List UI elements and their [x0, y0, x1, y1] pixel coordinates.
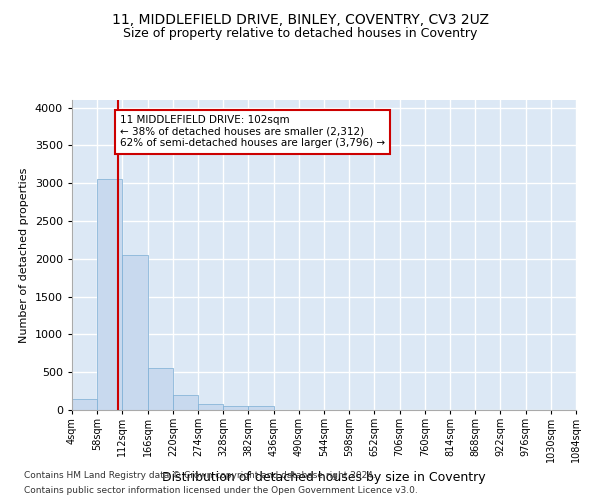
Bar	[122, 255, 148, 410]
Bar	[148, 368, 173, 410]
Text: Contains public sector information licensed under the Open Government Licence v3: Contains public sector information licen…	[24, 486, 418, 495]
Text: Size of property relative to detached houses in Coventry: Size of property relative to detached ho…	[123, 28, 477, 40]
Bar	[198, 404, 223, 410]
X-axis label: Distribution of detached houses by size in Coventry: Distribution of detached houses by size …	[162, 470, 486, 484]
Bar	[173, 395, 198, 410]
Bar	[97, 180, 122, 410]
Y-axis label: Number of detached properties: Number of detached properties	[19, 168, 29, 342]
Text: 11, MIDDLEFIELD DRIVE, BINLEY, COVENTRY, CV3 2UZ: 11, MIDDLEFIELD DRIVE, BINLEY, COVENTRY,…	[112, 12, 488, 26]
Bar	[248, 406, 274, 410]
Text: Contains HM Land Registry data © Crown copyright and database right 2024.: Contains HM Land Registry data © Crown c…	[24, 471, 376, 480]
Text: 11 MIDDLEFIELD DRIVE: 102sqm
← 38% of detached houses are smaller (2,312)
62% of: 11 MIDDLEFIELD DRIVE: 102sqm ← 38% of de…	[120, 115, 385, 148]
Bar	[223, 406, 248, 410]
Bar	[72, 398, 97, 410]
